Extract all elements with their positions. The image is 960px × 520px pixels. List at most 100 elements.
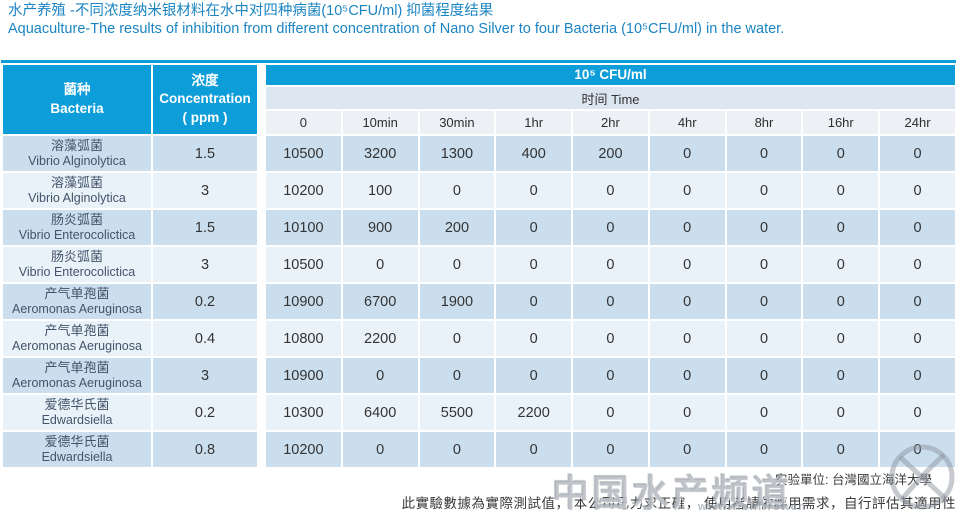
bacteria-cell: 产气单孢菌 Aeromonas Aeruginosa [3, 358, 151, 393]
cfu-value-cell: 0 [496, 173, 572, 208]
bacteria-name-cn: 产气单孢菌 [44, 322, 110, 338]
cfu-value-cell: 0 [726, 432, 802, 467]
cfu-value-cell: 0 [726, 358, 802, 393]
cfu-value-cell: 0 [803, 210, 879, 245]
cfu-value-cell: 0 [726, 284, 802, 319]
concentration-cell: 1.5 [153, 210, 257, 245]
cfu-value-cell: 0 [880, 284, 955, 319]
cfu-value-cell: 0 [496, 321, 572, 356]
cfu-value-cell: 0 [496, 210, 572, 245]
cfu-value-cell: 10300 [266, 395, 341, 430]
column-gap [259, 284, 264, 319]
cfu-value-cell: 0 [726, 321, 802, 356]
cfu-value-cell: 0 [496, 432, 572, 467]
cfu-value-cell: 10100 [266, 210, 341, 245]
cfu-value-cell: 2200 [342, 321, 418, 356]
cfu-value-cell: 0 [726, 173, 802, 208]
cfu-value-cell: 0 [342, 358, 418, 393]
cfu-value-cell: 0 [880, 395, 955, 430]
table-top-accent [1, 60, 956, 63]
col-header-bacteria: 菌种 Bacteria [3, 65, 151, 134]
bacteria-name-latin: Edwardsiella [41, 449, 113, 464]
cfu-value-cell: 0 [649, 284, 725, 319]
column-gap [259, 173, 264, 208]
cfu-value-cell: 1300 [419, 136, 495, 171]
cfu-value-cell: 10200 [266, 432, 341, 467]
cfu-value-cell: 0 [573, 284, 648, 319]
time-tick: 16hr [803, 111, 879, 134]
cfu-value-cell: 0 [649, 247, 725, 282]
page-title: 水产养殖 -不同浓度纳米银材料在水中对四种病菌(10⁵CFU/ml) 抑菌程度结… [8, 3, 494, 19]
col-header-concentration-cn: 浓度 [191, 73, 219, 89]
col-header-concentration-unit: ( ppm ) [182, 109, 228, 125]
time-tick: 0 [266, 111, 341, 134]
time-tick: 10min [342, 111, 418, 134]
cfu-value-cell: 0 [649, 173, 725, 208]
bacteria-name-latin: Aeromonas Aeruginosa [12, 338, 142, 353]
cfu-value-cell: 0 [726, 210, 802, 245]
time-tick: 8hr [726, 111, 802, 134]
cfu-value-cell: 2200 [496, 395, 572, 430]
cfu-value-cell: 1900 [419, 284, 495, 319]
cfu-value-cell: 0 [726, 136, 802, 171]
cfu-value-cell: 0 [496, 284, 572, 319]
bacteria-cell: 溶藻弧菌 Vibrio Alginolytica [3, 136, 151, 171]
concentration-cell: 0.4 [153, 321, 257, 356]
table-row: 肠炎弧菌 Vibrio Enterocolictica 1.5 10100 900… [3, 210, 955, 245]
cfu-value-cell: 0 [803, 358, 879, 393]
cfu-value-cell: 0 [649, 395, 725, 430]
concentration-cell: 0.8 [153, 432, 257, 467]
column-gap [259, 65, 264, 134]
concentration-cell: 0.2 [153, 284, 257, 319]
cfu-value-cell: 0 [803, 395, 879, 430]
cfu-value-cell: 0 [573, 432, 648, 467]
col-header-concentration-en: Concentration [159, 91, 251, 107]
bacteria-name-latin: Vibrio Enterocolictica [18, 264, 136, 279]
cfu-value-cell: 0 [496, 358, 572, 393]
bacteria-name-latin: Vibrio Alginolytica [28, 153, 126, 168]
cfu-value-cell: 0 [803, 321, 879, 356]
column-gap [259, 136, 264, 171]
col-header-concentration: 浓度 Concentration ( ppm ) [153, 65, 257, 134]
bacteria-name-cn: 溶藻弧菌 [50, 137, 103, 153]
bacteria-name-latin: Edwardsiella [41, 412, 113, 427]
table-row: 肠炎弧菌 Vibrio Enterocolictica 3 10500 0 0 0… [3, 247, 955, 282]
time-tick: 1hr [496, 111, 572, 134]
concentration-cell: 1.5 [153, 136, 257, 171]
bacteria-name-cn: 产气单孢菌 [44, 359, 110, 375]
bacteria-cell: 爱德华氏菌 Edwardsiella [3, 395, 151, 430]
cfu-value-cell: 0 [880, 173, 955, 208]
cfu-value-cell: 0 [419, 173, 495, 208]
column-gap [259, 247, 264, 282]
col-header-cfu: 10⁵ CFU/ml [266, 65, 955, 85]
table-row: 产气单孢菌 Aeromonas Aeruginosa 0.4 10800 2200… [3, 321, 955, 356]
cfu-value-cell: 0 [880, 321, 955, 356]
cfu-value-cell: 0 [342, 247, 418, 282]
cfu-value-cell: 0 [880, 210, 955, 245]
bacteria-name-cn: 爱德华氏菌 [44, 396, 110, 412]
cfu-value-cell: 0 [649, 210, 725, 245]
column-gap [259, 210, 264, 245]
cfu-value-cell: 0 [880, 247, 955, 282]
time-tick: 30min [419, 111, 495, 134]
cfu-value-cell: 3200 [342, 136, 418, 171]
time-ticks-row: 0 10min 30min 1hr 2hr 4hr 8hr 16hr 24hr [3, 111, 955, 134]
time-tick: 24hr [880, 111, 955, 134]
cfu-value-cell: 0 [726, 395, 802, 430]
footer-disclaimer: 此實驗數據為實際測試值， 本公司已力求正確， 使用者請依應用需求，自行評估其適用… [401, 496, 956, 511]
cfu-value-cell: 0 [649, 432, 725, 467]
col-header-bacteria-en: Bacteria [50, 100, 104, 116]
cfu-value-cell: 200 [573, 136, 648, 171]
cfu-value-cell: 400 [496, 136, 572, 171]
cfu-value-cell: 0 [803, 136, 879, 171]
cfu-value-cell: 0 [573, 358, 648, 393]
cfu-value-cell: 100 [342, 173, 418, 208]
bacteria-name-cn: 爱德华氏菌 [44, 433, 110, 449]
cfu-value-cell: 0 [880, 358, 955, 393]
cfu-value-cell: 0 [342, 432, 418, 467]
page-subtitle: Aquaculture-The results of inhibition fr… [8, 21, 785, 38]
concentration-cell: 3 [153, 358, 257, 393]
concentration-cell: 3 [153, 173, 257, 208]
time-tick: 2hr [573, 111, 648, 134]
bacteria-name-cn: 产气单孢菌 [44, 285, 110, 301]
